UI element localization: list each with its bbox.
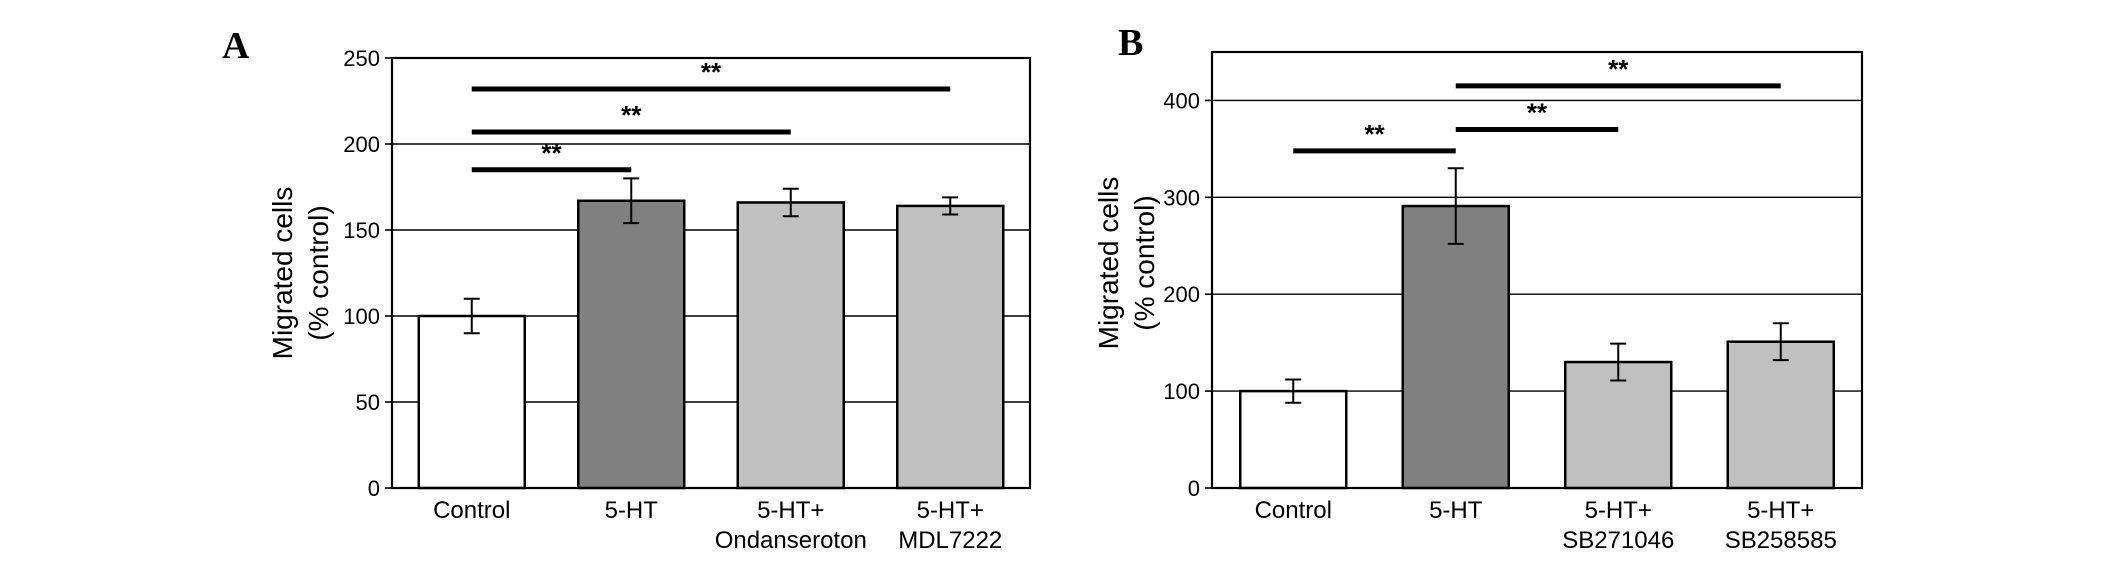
bar: [417, 314, 526, 490]
y-axis-title: Migrated cells: [1093, 177, 1124, 350]
plot-frame: [1210, 50, 1864, 490]
y-axis-subtitle: (% control): [1129, 195, 1160, 330]
x-tick-label: SB271046: [1562, 527, 1674, 554]
bar: [1726, 340, 1835, 490]
plot-frame: [390, 56, 1032, 490]
y-tick-label: 0: [368, 476, 380, 501]
panel-b: B 0 100 200 300 400 Control 5-HT 5-HT+ SB271046 5-…: [1093, 22, 1864, 554]
significance-label: **: [1527, 98, 1548, 128]
significance-label: **: [1364, 119, 1385, 149]
y-tick-label: 0: [1188, 476, 1200, 501]
x-tick-label: Control: [1255, 497, 1332, 524]
y-tick-label: 100: [1163, 379, 1200, 404]
x-tick-label: 5-HT: [605, 497, 659, 524]
bar: [577, 199, 686, 490]
significance-label: **: [541, 138, 562, 168]
significance-label: **: [621, 100, 642, 130]
x-tick-label: 5-HT: [1429, 497, 1483, 524]
significance-label: **: [1608, 54, 1629, 84]
y-tick-label: 200: [1163, 282, 1200, 307]
x-tick-label: SB258585: [1725, 527, 1837, 554]
y-axis-title: Migrated cells: [267, 187, 298, 360]
y-tick-label: 100: [343, 304, 380, 329]
y-axis-subtitle: (% control): [303, 205, 334, 340]
panel-letter: B: [1118, 22, 1143, 64]
y-tick-label: 400: [1163, 88, 1200, 113]
y-tick-label: 300: [1163, 185, 1200, 210]
x-tick-label: 5-HT+: [1585, 497, 1652, 524]
y-tick-label: 200: [343, 132, 380, 157]
y-tick-label: 250: [343, 46, 380, 71]
bar: [1239, 389, 1348, 490]
x-tick-label: Ondanseroton: [715, 527, 867, 554]
x-tick-label: Control: [433, 497, 510, 524]
significance-label: **: [701, 57, 722, 87]
bar: [736, 201, 845, 490]
y-tick-label: 150: [343, 218, 380, 243]
x-tick-label: MDL7222: [898, 527, 1002, 554]
bar: [1564, 360, 1673, 490]
x-tick-label: 5-HT+: [757, 497, 824, 524]
y-tick-label: 50: [356, 390, 380, 415]
panel-a: A 0 50 100 150 200 250 Control 5-HT 5-HT+ Ondanser…: [222, 25, 1032, 554]
x-tick-label: 5-HT+: [917, 497, 984, 524]
bar: [896, 204, 1005, 490]
bar: [1401, 204, 1510, 490]
x-tick-label: 5-HT+: [1747, 497, 1814, 524]
panel-letter: A: [222, 25, 250, 67]
